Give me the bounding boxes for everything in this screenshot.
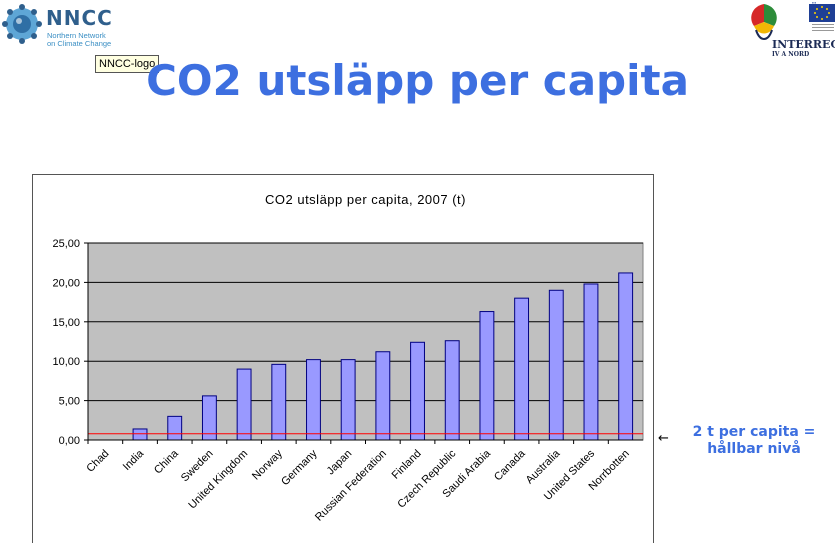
y-tick-label: 25,00 [52,238,80,250]
bar [444,340,460,441]
logo-tooltip: NNCC-logo [95,55,160,73]
eu-text-lines-icon [812,24,834,33]
bar [479,311,495,441]
y-tick-label: 5,00 [59,396,80,408]
eu-caption-icon: ▪▪▪ [812,0,817,5]
bar [618,272,634,441]
nncc-logo-subtitle: Northern Network on Climate Change [47,32,117,48]
x-tick-label: China [152,447,181,476]
left-arrow-icon: ← [658,431,669,446]
x-tick-label: India [121,447,147,473]
annotation-line-2: hållbar nivå [707,441,801,457]
x-tick-label: Finland [390,448,424,482]
bar [236,368,252,441]
interreg-logo[interactable]: ▪▪▪ INTERREG IV A NORD [744,0,835,60]
x-tick-label: Japan [325,448,355,478]
eu-flag-icon [809,4,835,22]
x-tick-label: Germany [279,447,320,488]
x-tick-label: Chad [84,448,111,475]
bar [271,363,287,441]
bar [410,341,425,441]
chart-title: CO2 utsläpp per capita, 2007 (t) [265,192,466,207]
bar-chart: CO2 utsläpp per capita, 2007 (t) 0,00 5,00… [52,192,644,524]
bar [514,297,530,441]
y-tick-label: 10,00 [52,356,80,368]
x-tick-label: Norway [250,447,285,482]
bar [167,415,183,441]
bar [583,283,599,441]
y-tick-label: 0,00 [59,435,80,447]
nncc-subtitle-line-1: Northern Network [47,31,106,40]
y-tick-label: 20,00 [52,277,80,289]
bar [306,359,321,441]
nncc-subtitle-line-2: on Climate Change [47,39,112,48]
y-tick-label: 15,00 [52,317,80,329]
chart-frame: CO2 utsläpp per capita, 2007 (t) 0,00 5,00… [32,174,654,543]
annotation-line-1: 2 t per capita = [692,424,816,440]
nncc-logo[interactable]: NNCC Northern Network on Climate Change [2,2,112,52]
bar [340,359,356,441]
interreg-logo-subtext: IV A NORD [772,51,810,58]
nncc-globe-icon [2,4,42,44]
annotation-text: 2 t per capita = hållbar nivå [674,424,834,458]
x-tick-label: United Kingdom [186,448,250,512]
bar [375,351,391,441]
bar [132,428,148,441]
slide-title: CO2 utsläpp per capita [146,56,689,105]
interreg-emblem-icon [751,4,777,40]
bar [548,289,564,441]
interreg-logo-text: INTERREG [772,38,835,51]
nncc-logo-title: NNCC [46,6,113,30]
